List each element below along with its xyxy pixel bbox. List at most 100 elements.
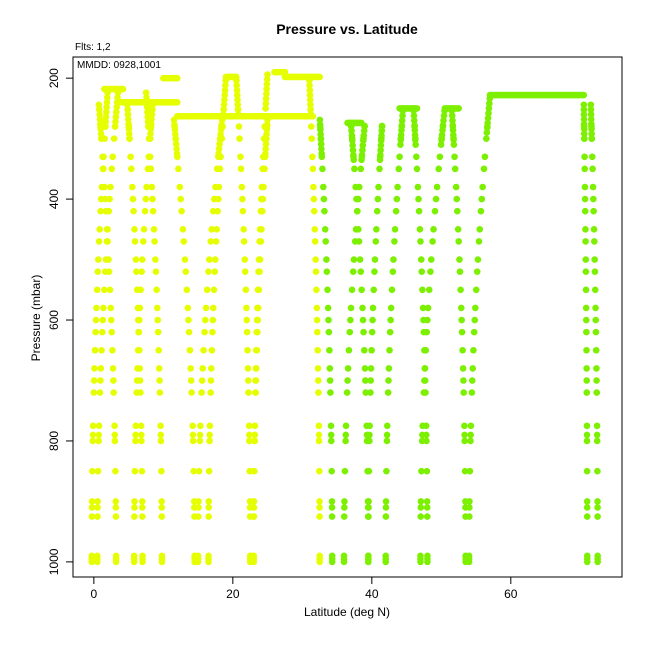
data-point (583, 431, 591, 439)
data-point (250, 504, 258, 511)
data-point (158, 498, 165, 505)
data-point (131, 226, 138, 233)
data-point (307, 123, 315, 130)
data-point (91, 346, 99, 354)
data-point (412, 136, 419, 144)
data-point (256, 226, 264, 233)
data-point (367, 365, 375, 372)
data-point (238, 183, 246, 191)
data-point (313, 304, 321, 312)
data-point (431, 207, 439, 215)
data-point (437, 141, 445, 148)
data-point (144, 108, 151, 116)
data-point (109, 365, 117, 372)
data-point (393, 195, 401, 203)
data-point (217, 153, 224, 161)
data-point (94, 268, 102, 275)
data-point (203, 286, 211, 294)
data-point (365, 552, 372, 560)
data-point (215, 183, 223, 191)
data-point (458, 316, 465, 324)
data-point (221, 96, 228, 104)
data-point (88, 552, 96, 560)
data-point (142, 195, 150, 203)
data-point (112, 504, 120, 511)
data-point (151, 238, 158, 245)
data-point (417, 504, 425, 511)
data-point (341, 504, 348, 511)
data-point (100, 165, 107, 173)
data-point (90, 389, 98, 396)
data-point (359, 137, 367, 144)
data-point (398, 126, 405, 134)
data-point (580, 101, 588, 109)
data-point (132, 437, 139, 445)
data-point (382, 504, 390, 511)
data-point (251, 422, 259, 430)
data-point (421, 365, 429, 372)
data-point (145, 135, 153, 142)
data-point (438, 131, 446, 139)
data-point (313, 286, 320, 294)
data-point (220, 101, 228, 109)
data-point (382, 513, 390, 520)
data-point (425, 286, 433, 294)
data-point (315, 422, 323, 430)
data-point (313, 316, 321, 324)
data-point (96, 115, 104, 123)
data-point (111, 437, 119, 445)
data-point (239, 195, 246, 203)
data-point (378, 122, 386, 130)
data-point (311, 238, 319, 245)
data-point (206, 256, 213, 263)
data-point (588, 125, 595, 133)
data-point (470, 346, 477, 354)
data-point (413, 165, 421, 173)
data-point (324, 304, 332, 312)
data-point (472, 286, 480, 294)
data-point (109, 346, 116, 354)
data-point (133, 377, 141, 384)
data-point (221, 91, 228, 99)
data-point (108, 328, 116, 336)
data-point (139, 513, 146, 520)
data-point (112, 513, 120, 520)
data-point (398, 122, 406, 129)
axes: 0 20 40 60 200 400 600 800 1000 (47, 56, 623, 601)
data-point (250, 498, 258, 505)
data-point (433, 183, 441, 191)
data-point (594, 552, 601, 560)
data-point (317, 135, 325, 143)
data-point (430, 226, 437, 233)
data-point (587, 115, 595, 123)
data-point (187, 365, 194, 372)
data-point (583, 498, 591, 505)
data-point (172, 140, 180, 148)
data-point (439, 122, 447, 129)
data-point (460, 389, 468, 396)
data-point (350, 151, 357, 159)
data-point (97, 207, 104, 215)
data-point (346, 328, 354, 336)
data-point (128, 165, 135, 173)
data-point (358, 286, 365, 294)
data-point (422, 346, 430, 354)
data-point (386, 328, 394, 336)
data-point (314, 346, 322, 354)
data-point (195, 467, 203, 475)
data-point (452, 183, 460, 191)
data-point (205, 467, 213, 475)
data-point (470, 328, 478, 336)
data-point (580, 106, 588, 113)
data-point (328, 513, 336, 520)
data-point (454, 207, 461, 215)
data-point (362, 389, 370, 396)
data-point (486, 100, 493, 107)
data-point (348, 127, 355, 135)
data-point (237, 165, 245, 173)
data-point (182, 268, 190, 275)
data-point (397, 141, 404, 148)
data-point (345, 346, 353, 354)
data-point (254, 286, 262, 294)
